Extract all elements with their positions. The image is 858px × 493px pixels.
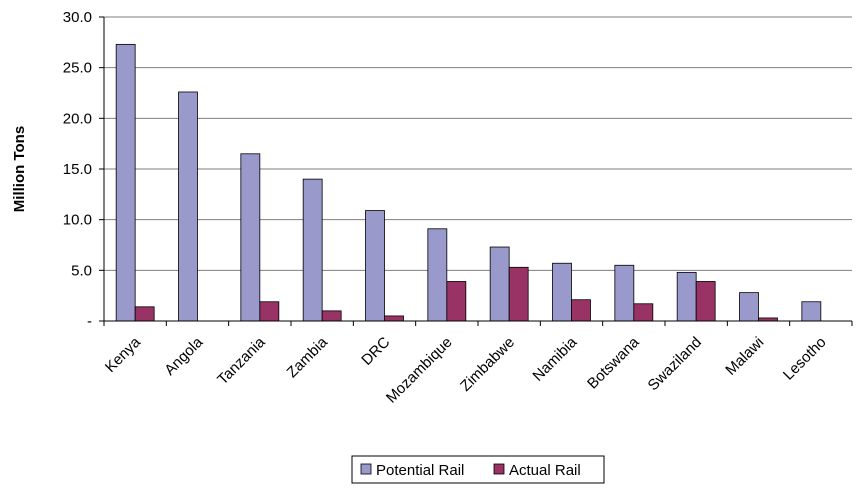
bar-potential-namibia [553, 263, 572, 321]
x-tick-label: Angola [161, 333, 207, 379]
legend: Potential Rail Actual Rail [352, 456, 604, 483]
y-tick-label: 20.0 [63, 110, 92, 127]
x-tick-label: Botswana [584, 333, 643, 392]
bar-actual-botswana [634, 304, 653, 321]
x-tick-label: Zambia [284, 333, 332, 381]
legend-label-potential: Potential Rail [376, 462, 464, 479]
y-tick-label: - [87, 313, 92, 330]
x-tick-label: Kenya [102, 333, 145, 376]
bar-potential-kenya [116, 44, 135, 321]
y-tick-labels: - 5.0 10.0 15.0 20.0 25.0 30.0 [63, 9, 92, 330]
y-axis-label: Million Tons [11, 126, 28, 212]
bar-potential-malawi [740, 293, 759, 321]
bar-potential-botswana [615, 265, 634, 321]
bar-actual-kenya [135, 307, 154, 321]
bar-actual-zimbabwe [509, 267, 528, 321]
x-tick-label: Lesotho [780, 334, 830, 384]
bar-potential-tanzania [241, 154, 260, 321]
x-tick-label: Malawi [722, 334, 767, 379]
y-tick-label: 15.0 [63, 161, 92, 178]
bar-potential-angola [179, 92, 198, 321]
legend-label-actual: Actual Rail [509, 462, 581, 479]
bar-actual-mozambique [447, 281, 466, 321]
bar-potential-zambia [303, 179, 322, 321]
bar-actual-tanzania [260, 302, 279, 321]
bar-actual-namibia [572, 300, 591, 321]
y-tick-label: 10.0 [63, 212, 92, 229]
gridlines [104, 17, 852, 270]
bar-potential-swaziland [677, 272, 696, 321]
bar-potential-mozambique [428, 229, 447, 321]
y-tick-label: 25.0 [63, 60, 92, 77]
x-tick-label: Zimbabwe [457, 334, 518, 395]
y-tick-label: 30.0 [63, 9, 92, 26]
x-tick-label: Namibia [529, 333, 580, 384]
x-tick-label: Swaziland [645, 334, 705, 394]
bar-actual-zambia [322, 311, 341, 321]
bar-actual-drc [385, 316, 404, 321]
bar-potential-zimbabwe [490, 247, 509, 321]
legend-swatch-actual [494, 464, 504, 474]
bars [116, 44, 821, 321]
bar-potential-lesotho [802, 302, 821, 321]
bar-actual-swaziland [696, 281, 715, 321]
bar-potential-drc [366, 211, 385, 321]
y-tick-label: 5.0 [71, 262, 92, 279]
axes [99, 17, 852, 326]
x-tick-label: Mozambique [383, 334, 456, 407]
x-tick-label: DRC [358, 334, 393, 369]
legend-swatch-potential [361, 464, 371, 474]
x-tick-label: Tanzania [214, 333, 269, 388]
